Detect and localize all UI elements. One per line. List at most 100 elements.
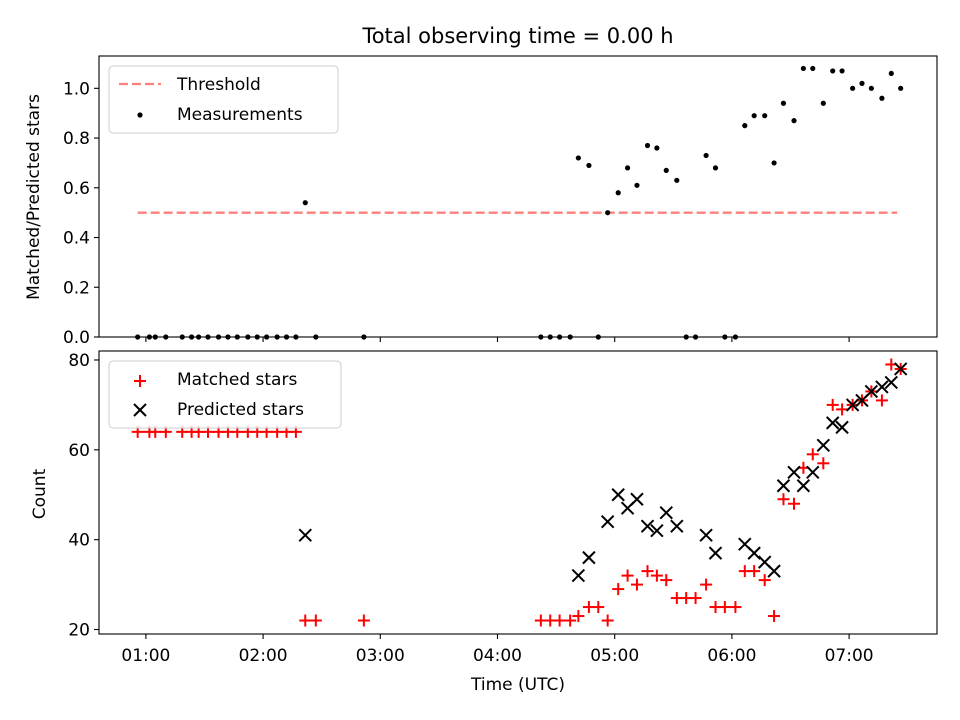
measurement-point [850,85,856,91]
count-x-ticks: 01:00 02:00 03:00 04:00 05:00 06:00 07:00 [121,634,874,666]
measurement-point [674,177,680,183]
predicted-stars-point [893,362,908,376]
measurement-point [800,65,806,72]
measurement-point [888,70,894,77]
matched-stars-point [758,574,771,587]
predicted-stars-point [875,380,889,394]
matched-stars-point [700,578,713,591]
ratio-legend: Threshold Measurements [108,65,339,134]
predicted-stars-point [884,375,898,390]
matched-stars-point [777,493,790,506]
measurement-point [810,65,816,72]
ratio-panel: 0.0 0.2 0.4 0.6 0.8 1.0 Matched/Predicted sta… [24,55,938,348]
predicted-stars-point [835,420,849,435]
measurement-point [839,68,845,74]
predicted-stars-point [630,492,644,506]
chart-title: Total observing time = 0.00 h [361,24,673,48]
xtick-label: 02:00 [239,646,288,666]
matched-legend-label: Matched stars [177,370,297,390]
predicted-legend-label: Predicted stars [177,400,304,420]
matched-stars-point [553,614,566,627]
matched-stars-point [817,457,830,470]
predicted-stars-point [640,519,655,533]
measurements-legend-marker [137,112,143,118]
p0-ytick-label: 0.8 [63,129,90,149]
matched-stars-point [357,614,370,627]
measurement-point [634,182,640,188]
matched-stars-point [564,614,577,627]
xtick-label: 06:00 [707,646,756,666]
matched-stars-point [572,610,585,623]
predicted-stars-point [767,564,781,578]
measurement-point [703,152,709,159]
predicted-legend-marker [133,403,147,417]
ratio-y-axis-label: Matched/Predicted stars [24,94,44,300]
p1-ytick-label: 80 [68,351,90,371]
x-axis-label: Time (UTC) [470,675,565,695]
p0-ytick-label: 0.2 [63,278,90,298]
matched-legend-marker [134,375,146,387]
p0-ytick-label: 0.0 [63,328,90,348]
p1-ytick-label: 20 [68,621,90,641]
measurement-point [751,113,757,119]
measurement-point [654,145,660,151]
matched-stars-point [309,614,322,627]
p0-ytick-label: 1.0 [63,79,90,99]
matched-stars-point [768,610,781,623]
matched-stars-point [718,601,731,614]
matched-stars-point [621,569,634,582]
ratio-y-ticks: 0.0 0.2 0.4 0.6 0.8 1.0 [63,79,99,348]
measurement-point [302,200,308,206]
p1-ytick-label: 60 [68,441,90,461]
p0-ytick-label: 0.6 [63,179,90,199]
measurement-point [771,160,777,166]
predicted-stars-point [708,546,723,560]
matched-stars-point [612,583,625,596]
measurement-point [859,80,865,86]
matched-stars-point [660,574,673,587]
matched-stars-point [788,497,801,510]
measurement-point [780,100,787,106]
matched-stars-point [592,601,605,614]
matched-stars-point [826,398,839,411]
predicted-stars-point [787,465,801,479]
predicted-stars-point [776,479,791,493]
measurement-point [644,142,651,149]
measurement-point [762,113,768,119]
count-y-ticks: 20 40 60 80 [68,351,99,641]
matched-stars-point [650,569,663,582]
p0-ytick-label: 0.4 [63,229,90,249]
matched-stars-point [641,565,654,578]
matched-stars-point [299,614,312,627]
threshold-legend-label: Threshold [176,75,261,95]
matched-stars-point [748,565,761,578]
measurement-point [879,95,885,101]
measurement-point [830,68,836,74]
p1-ytick-label: 40 [68,531,90,551]
matched-stars-point [601,614,614,627]
predicted-stars-point [571,568,586,583]
matched-stars-point [729,601,742,614]
measurement-point [820,100,826,106]
measurement-point [868,85,874,91]
predicted-stars-point [611,488,625,502]
predicted-stars-point [845,398,860,412]
measurement-point [605,210,611,216]
matched-stars-point [806,448,819,461]
xtick-label: 03:00 [356,646,405,666]
predicted-stars-point [806,465,820,479]
measurement-point [742,123,748,129]
predicted-stars-point [825,416,840,430]
measurement-point [712,165,719,171]
measurement-point [898,85,904,91]
ratio-legend-box [108,65,339,134]
predicted-stars-point [699,528,713,542]
measurements-legend-label: Measurements [177,105,303,125]
measurement-point [663,167,669,173]
measurement-point [615,190,621,196]
predicted-stars-point [816,438,831,453]
matched-stars-point [875,394,888,407]
predicted-stars-point [582,550,596,565]
xtick-label: 05:00 [590,646,639,666]
predicted-stars-point [659,506,673,520]
